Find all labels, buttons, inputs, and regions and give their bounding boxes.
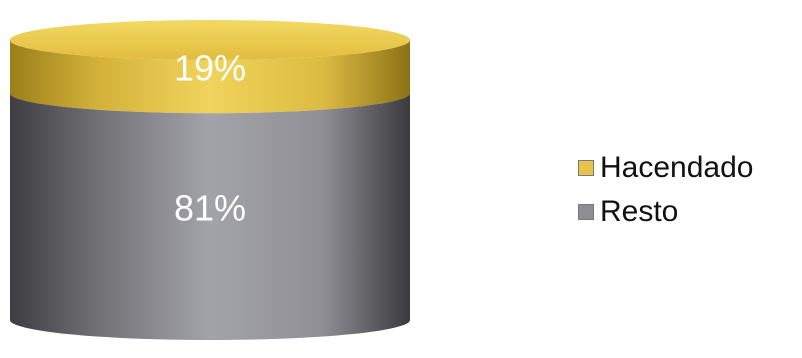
legend-swatch-hacendado: [578, 160, 594, 176]
legend-label-hacendado: Hacendado: [600, 151, 754, 184]
legend-swatch-resto: [578, 204, 594, 220]
legend-label-resto: Resto: [600, 195, 679, 228]
data-label-hacendado: 19%: [174, 48, 246, 89]
legend-item-resto: Resto: [578, 190, 753, 234]
legend: Hacendado Resto: [578, 146, 753, 234]
data-label-resto: 81%: [174, 188, 246, 229]
cylinder-segment-resto: [10, 93, 410, 340]
cylinder-top-cap: [10, 20, 410, 60]
legend-item-hacendado: Hacendado: [578, 146, 753, 190]
cylinder-segment-hacendado: [10, 40, 410, 114]
